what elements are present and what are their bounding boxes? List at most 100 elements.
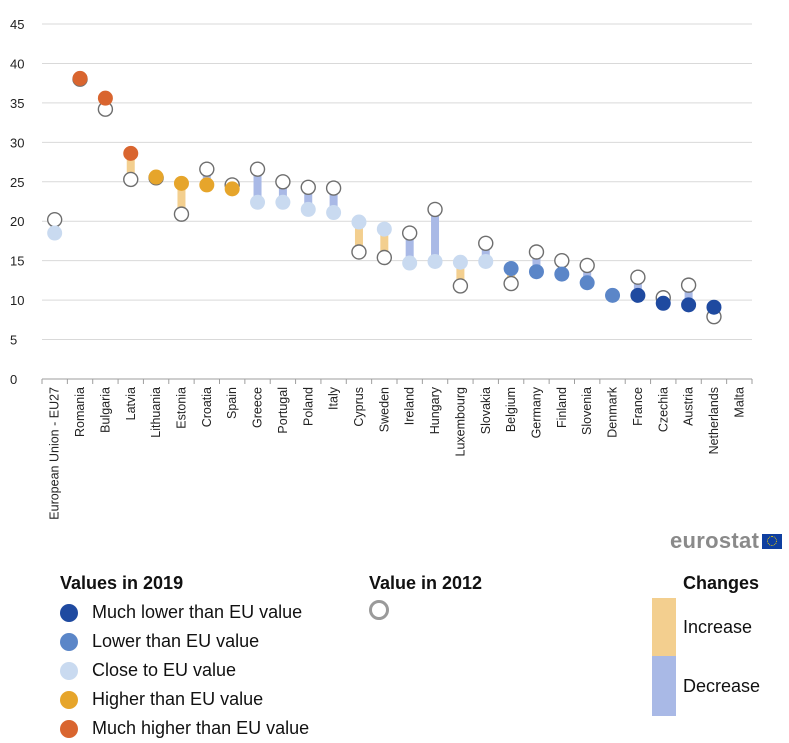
marker-2012 bbox=[554, 252, 570, 269]
marker-2019 bbox=[478, 253, 494, 269]
marker-2012 bbox=[173, 206, 190, 222]
increase-label: Increase bbox=[683, 616, 753, 637]
close-dot-icon bbox=[60, 661, 78, 680]
eu-flag-icon bbox=[762, 533, 783, 549]
legend-item-close: Close to EU value bbox=[60, 656, 309, 685]
ring-2012-icon bbox=[369, 600, 389, 620]
category-label: Cyprus bbox=[352, 387, 366, 427]
marker-2019 bbox=[326, 205, 342, 221]
change-bar bbox=[278, 181, 287, 203]
markers-2019 bbox=[47, 70, 722, 315]
category-label: Belgium bbox=[504, 387, 518, 432]
marker-2019 bbox=[199, 177, 215, 193]
higher-dot-icon bbox=[60, 690, 78, 709]
category-label: Romania bbox=[73, 387, 87, 437]
decrease-bar-icon bbox=[652, 656, 676, 716]
marker-2019 bbox=[655, 295, 671, 311]
category-label: Bulgaria bbox=[98, 387, 112, 433]
y-tick-label: 5 bbox=[10, 333, 17, 348]
marker-2019 bbox=[97, 90, 113, 106]
category-label: Croatia bbox=[200, 387, 214, 427]
category-label: Sweden bbox=[377, 387, 391, 432]
marker-2019 bbox=[605, 287, 621, 303]
marker-2012 bbox=[46, 211, 63, 228]
marker-2019 bbox=[579, 275, 595, 291]
marker-2019 bbox=[173, 175, 189, 191]
x-axis-ticks bbox=[41, 379, 753, 384]
marker-2019 bbox=[148, 169, 164, 185]
legend-title-2019: Values in 2019 bbox=[60, 573, 184, 593]
marker-2019 bbox=[452, 254, 468, 270]
marker-2012 bbox=[275, 174, 291, 190]
marker-2019 bbox=[503, 261, 519, 277]
marker-2012 bbox=[199, 161, 215, 177]
marker-2019 bbox=[300, 201, 316, 217]
markers-2012 bbox=[46, 71, 722, 325]
category-label: Luxembourg bbox=[453, 387, 467, 457]
legend-title-2012: Value in 2012 bbox=[369, 573, 483, 593]
change-bar bbox=[405, 233, 414, 264]
marker-2019 bbox=[250, 194, 266, 210]
legend-label: Much higher than EU value bbox=[92, 718, 310, 738]
y-tick-label: 0 bbox=[10, 372, 17, 387]
change-bar bbox=[253, 169, 262, 203]
marker-2019 bbox=[528, 264, 544, 280]
category-label: Hungary bbox=[428, 386, 442, 434]
category-label: Spain bbox=[225, 387, 239, 419]
change-bar bbox=[456, 262, 465, 286]
marker-2019 bbox=[47, 225, 63, 241]
marker-2019 bbox=[554, 266, 570, 282]
much-lower-dot-icon bbox=[60, 603, 78, 622]
y-tick-label: 30 bbox=[10, 135, 24, 150]
legend-values-2019: Values in 2019 Much lower than EU value … bbox=[60, 573, 309, 743]
category-label: Greece bbox=[251, 387, 265, 428]
y-tick-label: 10 bbox=[10, 293, 24, 308]
legend-label: Lower than EU value bbox=[92, 631, 260, 651]
change-bar bbox=[329, 188, 338, 213]
change-bar bbox=[304, 187, 313, 210]
legend-item-higher: Higher than EU value bbox=[60, 685, 309, 714]
change-bar bbox=[633, 277, 642, 296]
y-tick-label: 15 bbox=[10, 254, 24, 269]
legend-item-increase: Increase bbox=[652, 598, 760, 656]
decrease-label: Decrease bbox=[683, 675, 761, 696]
category-label: Czechia bbox=[656, 387, 670, 432]
marker-2019 bbox=[275, 194, 291, 210]
category-label: Lithuania bbox=[149, 387, 163, 438]
legend-item-much-higher: Much higher than EU value bbox=[60, 714, 309, 743]
legend-item-decrease: Decrease bbox=[652, 656, 760, 716]
marker-2012 bbox=[452, 278, 469, 294]
category-label: Malta bbox=[732, 387, 746, 418]
y-tick-label: 35 bbox=[10, 96, 24, 111]
change-bar bbox=[684, 285, 693, 305]
lower-dot-icon bbox=[60, 632, 78, 651]
marker-2012 bbox=[680, 277, 697, 293]
gridlines bbox=[42, 23, 752, 341]
marker-2019 bbox=[351, 214, 367, 230]
change-bar bbox=[354, 222, 363, 252]
marker-2012 bbox=[376, 249, 393, 266]
legend-label: Much lower than EU value bbox=[92, 602, 303, 622]
y-tick-label: 25 bbox=[10, 175, 24, 190]
marker-2019 bbox=[630, 287, 646, 303]
marker-2012 bbox=[325, 180, 342, 196]
change-bars bbox=[50, 78, 718, 317]
marker-2012 bbox=[528, 244, 545, 260]
category-label: Denmark bbox=[606, 386, 620, 437]
much-higher-dot-icon bbox=[60, 719, 78, 738]
change-bar bbox=[126, 153, 135, 180]
category-label: Portugal bbox=[276, 387, 290, 434]
category-labels: European Union - EU27 Romania Bulgaria Latv… bbox=[48, 386, 747, 519]
y-tick-label: 40 bbox=[10, 56, 24, 71]
marker-2019 bbox=[681, 297, 697, 313]
legend-item-much-lower: Much lower than EU value bbox=[60, 598, 309, 627]
marker-2019 bbox=[427, 253, 443, 269]
marker-2012 bbox=[478, 235, 494, 252]
change-bar bbox=[431, 209, 440, 262]
marker-2019 bbox=[402, 255, 418, 271]
legend-item-lower: Lower than EU value bbox=[60, 627, 309, 656]
marker-2012 bbox=[630, 269, 646, 285]
category-label: Poland bbox=[301, 387, 315, 426]
marker-2019 bbox=[224, 181, 240, 197]
change-bar bbox=[380, 229, 389, 258]
